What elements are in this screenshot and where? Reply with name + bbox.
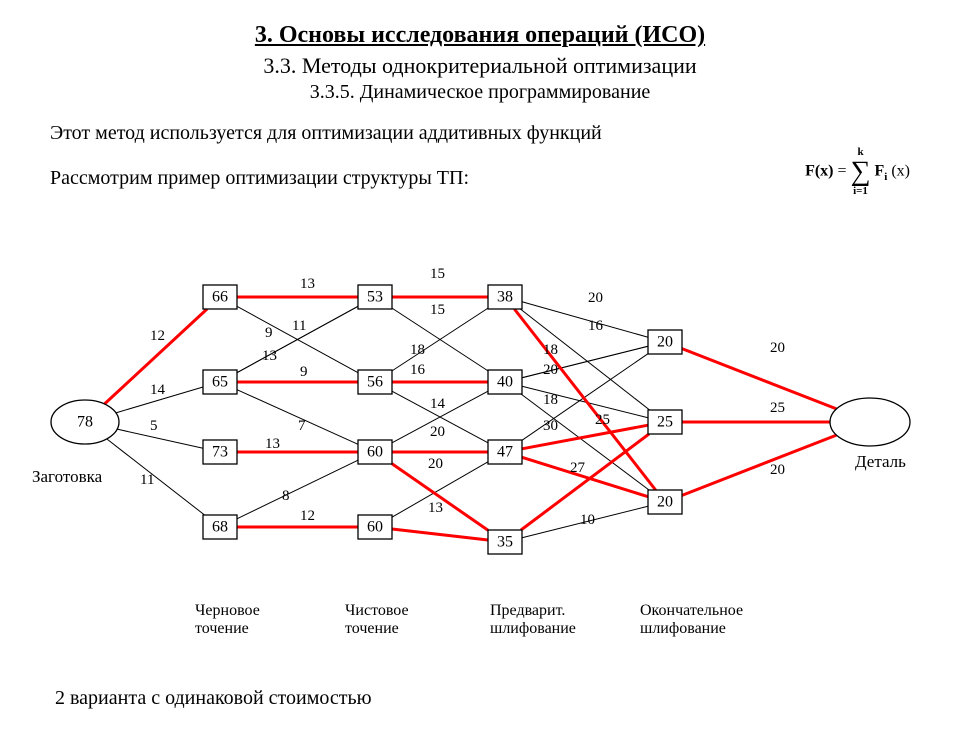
node-label: 53 (367, 289, 383, 306)
node-label: 73 (212, 444, 228, 461)
edge-weight: 11 (292, 318, 306, 334)
edge-weight: 9 (265, 325, 273, 341)
edge-B4-C4 (392, 529, 488, 540)
network-graph: 78666573685356606038404735202520 1451111… (0, 252, 960, 592)
edge-weight: 7 (298, 418, 306, 434)
edge-B3-C4 (392, 464, 488, 530)
edge-weight: 18 (410, 342, 425, 358)
node-label: 20 (657, 494, 673, 511)
intro-text: Этот метод используется для оптимизации … (50, 122, 960, 145)
edge-weight: 20 (770, 462, 785, 478)
edge-weight: 25 (595, 412, 610, 428)
node-label: 38 (497, 289, 513, 306)
edge-weight: 16 (410, 362, 426, 378)
node-label: 20 (657, 334, 673, 351)
node-label: 78 (77, 414, 93, 431)
node-label: 66 (212, 289, 228, 306)
edge-weight: 18 (543, 342, 558, 358)
node-label: 60 (367, 519, 383, 536)
stage-2: Чистовоеточение (345, 602, 495, 638)
edge-weight: 15 (430, 266, 445, 282)
edge-weight: 30 (543, 418, 558, 434)
edge-A4-B3 (237, 460, 358, 519)
stage-4: Окончательноешлифование (640, 602, 790, 638)
node-label: 56 (367, 374, 383, 391)
edge-D1-T (682, 349, 836, 409)
edge-weight: 20 (428, 456, 443, 472)
label-end: Деталь (855, 452, 906, 471)
edge-weight: 13 (428, 500, 443, 516)
node-T (830, 398, 910, 446)
edge-weight: 8 (282, 488, 290, 504)
edge-C2-D2 (522, 386, 648, 418)
page-title: 3. Основы исследования операций (ИСО) (0, 22, 960, 49)
edge-C2-D1 (522, 346, 648, 378)
edge-weight: 15 (430, 302, 445, 318)
edge-weight: 20 (543, 362, 558, 378)
edge-weight: 18 (543, 392, 558, 408)
edge-weight: 16 (588, 318, 604, 334)
bottom-note: 2 варианта с одинаковой стоимостью (55, 687, 372, 710)
edge-weight: 14 (430, 396, 446, 412)
node-label: 65 (212, 374, 228, 391)
edge-weight: 13 (262, 348, 277, 364)
edge-S-A4 (107, 439, 205, 515)
page-subtitle: 3.3. Методы однокритериальной оптимизаци… (0, 53, 960, 79)
edge-C1-D1 (522, 302, 648, 337)
edge-weight: 20 (770, 340, 785, 356)
node-label: 47 (497, 444, 513, 461)
edge-weight: 5 (150, 418, 158, 434)
stage-1: Черновоеточение (195, 602, 345, 638)
edge-weight: 11 (140, 472, 154, 488)
edge-S-A3 (117, 429, 203, 448)
page-subsub: 3.3.5. Динамическое программирование (0, 81, 960, 104)
edge-weight: 13 (300, 276, 315, 292)
node-label: 68 (212, 519, 228, 536)
edge-weight: 12 (150, 328, 165, 344)
edge-weight: 25 (770, 400, 785, 416)
edge-weight: 27 (570, 460, 586, 476)
edge-A2-B3 (237, 390, 358, 445)
node-label: 25 (657, 414, 673, 431)
label-start: Заготовка (32, 467, 103, 486)
formula: F(x) = k ∑ i=1 Fi (x) (805, 147, 910, 197)
edge-weight: 9 (300, 364, 308, 380)
edge-C3-D2 (522, 425, 648, 449)
node-label: 35 (497, 534, 513, 551)
edge-weight: 13 (265, 436, 280, 452)
edge-weight: 20 (588, 290, 603, 306)
edge-weight: 20 (430, 424, 445, 440)
stage-3: Предварит.шлифование (490, 602, 640, 638)
edge-C3-D3 (522, 457, 648, 496)
edge-weight: 12 (300, 508, 315, 524)
node-label: 40 (497, 374, 513, 391)
edge-C1-D2 (520, 309, 649, 410)
edge-weight: 14 (150, 382, 166, 398)
edge-weight: 10 (580, 512, 595, 528)
node-label: 60 (367, 444, 383, 461)
edge-D3-T (682, 435, 836, 495)
